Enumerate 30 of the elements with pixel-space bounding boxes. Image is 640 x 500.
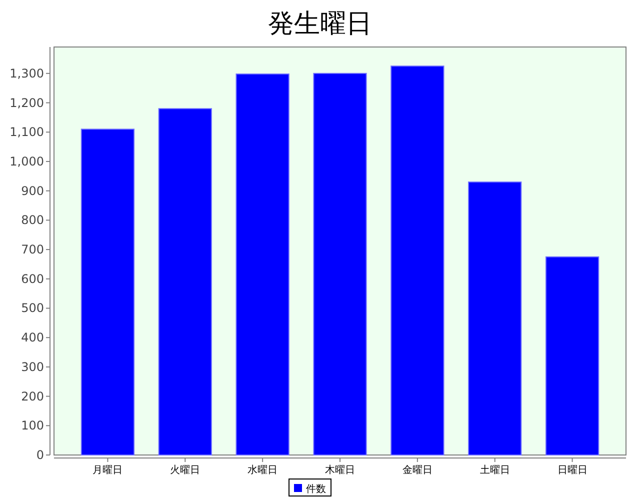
x-tick-label: 火曜日: [170, 464, 200, 476]
bar: [313, 72, 367, 456]
y-tick-label: 1,000: [10, 154, 44, 168]
y-tick-label: 100: [21, 418, 44, 433]
bar: [236, 74, 290, 456]
y-tick-label: 800: [21, 213, 44, 228]
bar: [158, 108, 212, 456]
y-tick-label: 300: [21, 360, 44, 374]
y-tick-label: 700: [21, 242, 44, 257]
x-tick-label: 金曜日: [402, 464, 432, 476]
y-tick-label: 1,300: [10, 66, 44, 80]
x-tick-label: 水曜日: [248, 464, 278, 476]
y-tick-label: 1,100: [10, 125, 44, 140]
bar: [80, 128, 135, 456]
x-tick-label: 日曜日: [557, 464, 588, 476]
y-tick-label: 600: [21, 272, 44, 286]
legend-item: 件数: [294, 484, 326, 495]
y-tick-label: 0: [36, 448, 44, 462]
x-tick-label: 月曜日: [92, 464, 123, 476]
y-tick-label: 900: [21, 184, 44, 198]
y-tick-label: 1,200: [10, 96, 44, 110]
y-tick-label: 200: [21, 389, 44, 404]
bar: [390, 66, 444, 456]
bar: [545, 256, 600, 456]
x-tick-label: 土曜日: [480, 464, 510, 476]
chart-title: 発生曜日: [268, 9, 372, 39]
x-tick-label: 木曜日: [325, 464, 355, 476]
y-tick-label: 500: [21, 301, 44, 316]
bar: [468, 182, 522, 456]
y-tick-label: 400: [21, 330, 44, 345]
